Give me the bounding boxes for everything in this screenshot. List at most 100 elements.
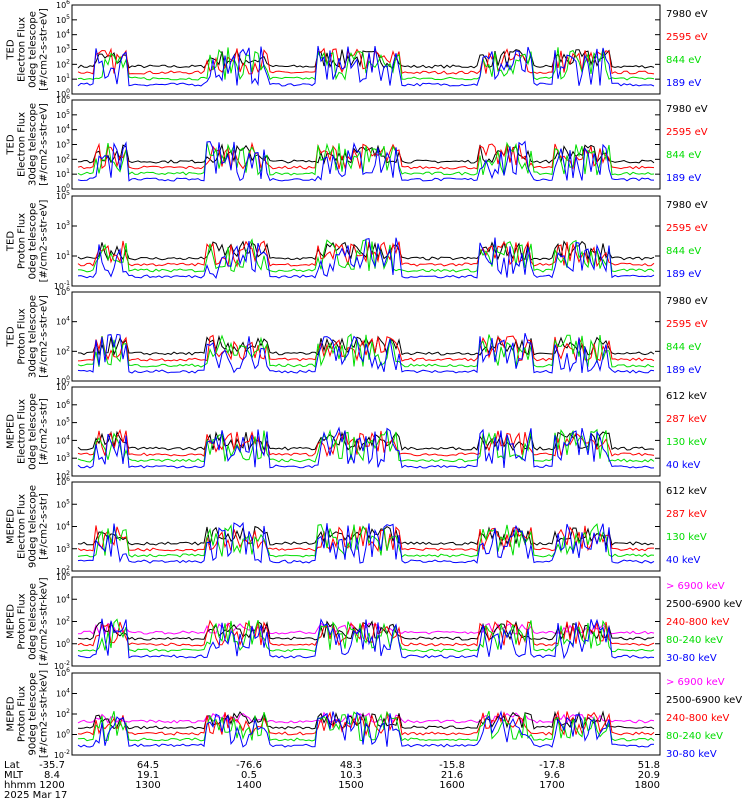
mlt-value: 19.1 [136,770,160,781]
y-axis-label: MEPEDProton Flux0deg telescope[#/cm2-s-s… [6,577,50,665]
series-line [77,49,655,69]
legend-entry: 240-800 keV [666,617,730,628]
y-tick-label: 106 [56,476,70,487]
series-line [77,45,655,87]
y-tick-label: 102 [56,58,70,69]
legend-entry: 7980 eV [666,104,708,115]
legend-entry: 189 eV [666,365,701,376]
lat-value: 64.5 [136,760,160,771]
y-tick-label: 106 [56,94,70,105]
plot-frame [71,99,661,190]
legend-entry: 844 eV [666,246,701,257]
hhmm-value: 1800 [634,780,660,791]
panel-3: TEDProton Flux0deg telescope[#/cm2-s-str… [6,195,708,287]
series-line [77,333,655,368]
hhmm-value: 1200 [39,780,65,791]
panel-8: MEPEDProton Flux90deg telescope[#/cm2-s-… [6,670,743,760]
series-line [77,47,655,81]
y-tick-label: 106 [56,286,70,297]
legend-entry: 30-80 keV [666,749,717,760]
lat-value: 48.3 [339,760,363,771]
y-tick-label: 105 [56,498,70,509]
hhmm-value: 1700 [539,780,565,791]
series-line [77,521,655,564]
legend-entry: 2500-6900 keV [666,599,742,610]
series-line [77,141,655,176]
y-tick-label: 106 [56,399,70,410]
legend-entry: 80-240 keV [666,731,723,742]
hhmm-value: 1600 [439,780,465,791]
y-tick-label: 100 [56,638,70,649]
x-date-label: 2025 Mar 17 [4,790,68,801]
plot-frame [71,291,661,382]
plot-frame [71,481,661,572]
y-tick-label: 102 [56,345,70,356]
hhmm-value: 1500 [338,780,364,791]
y-tick-label: 102 [56,153,70,164]
y-tick-label: 105 [56,417,70,428]
series-line [77,710,655,742]
y-tick-label: 100 [56,88,70,99]
y-tick-label: 105 [56,109,70,120]
lat-value: 51.8 [637,760,660,771]
series-line [77,240,655,262]
panel-6: MEPEDElectron Flux90deg telescope[#/cm2-… [6,481,707,572]
y-axis-label: TEDElectron Flux30deg telescope[#/cm2-s-… [6,103,50,186]
legend-entry: 612 keV [666,391,707,402]
y-tick-label: 102 [56,470,70,481]
legend-entry: 2595 eV [666,319,708,330]
lat-value: -15.8 [439,760,465,771]
plot-frame [71,672,661,756]
legend-entry: 2595 eV [666,223,708,234]
legend-entry: > 6900 keV [666,581,725,592]
mlt-value: 8.4 [44,770,60,781]
panel-7: MEPEDProton Flux0deg telescope[#/cm2-s-s… [6,576,742,667]
legend-entry: 30-80 keV [666,653,717,664]
panel-2: TEDElectron Flux30deg telescope[#/cm2-s-… [6,99,708,190]
x-row-label-mlt: MLT [4,770,23,781]
y-tick-label: 104 [56,124,70,135]
plot-frame [71,195,661,287]
y-tick-label: 107 [56,381,70,392]
legend-entry: 844 eV [666,342,701,353]
y-axis-label: MEPEDElectron Flux0deg telescope[#/cm2-s… [6,393,50,470]
y-tick-label: 103 [56,452,70,463]
legend-entry: 7980 eV [666,296,708,307]
y-tick-label: 104 [56,316,70,327]
series-line [77,618,655,660]
legend-entry: 7980 eV [666,9,708,20]
y-tick-label: 103 [56,220,70,231]
series-line [77,426,655,469]
y-tick-label: 10-1 [54,280,70,291]
legend-entry: 189 eV [666,78,701,89]
legend-entry: > 6900 keV [666,677,725,688]
hhmm-value: 1300 [135,780,161,791]
legend-entry: 40 keV [666,555,700,566]
y-tick-label: 105 [56,190,70,201]
legend-entry: 844 eV [666,55,701,66]
legend-entry: 287 keV [666,509,707,520]
y-axis-label: TEDProton Flux0deg telescope[#/cm2-s-str… [6,200,50,283]
legend-entry: 7980 eV [666,200,708,211]
legend-entry: 2500-6900 keV [666,695,742,706]
y-axis-label: MEPEDElectron Flux90deg telescope[#/cm2-… [6,485,50,568]
y-tick-label: 104 [56,29,70,40]
panel-4: TEDProton Flux30deg telescope[#/cm2-s-st… [6,291,708,382]
y-tick-label: 104 [56,688,70,699]
panel-1: TEDElectron Flux0deg telescope[#/cm2-s-s… [6,4,708,95]
panel-5: MEPEDElectron Flux0deg telescope[#/cm2-s… [6,386,707,477]
series-line [77,240,655,268]
mlt-value: 10.3 [339,770,363,781]
hhmm-value: 1400 [236,780,262,791]
y-tick-label: 106 [56,667,70,678]
plot-frame [71,4,661,95]
mlt-value: 9.6 [544,770,560,781]
lat-value: -76.6 [236,760,262,771]
legend-entry: 612 keV [666,486,707,497]
x-row-label-hhmm: hhmm [4,780,37,791]
legend-entry: 2595 eV [666,32,708,43]
series-line [77,333,655,374]
series-line [77,710,655,748]
series-line [77,523,655,558]
